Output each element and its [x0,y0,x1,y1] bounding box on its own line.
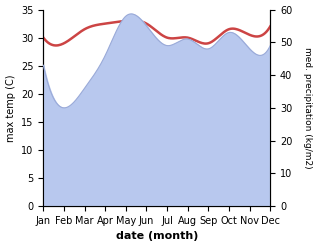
Y-axis label: med. precipitation (kg/m2): med. precipitation (kg/m2) [303,47,313,169]
Y-axis label: max temp (C): max temp (C) [5,74,16,142]
X-axis label: date (month): date (month) [116,231,198,242]
